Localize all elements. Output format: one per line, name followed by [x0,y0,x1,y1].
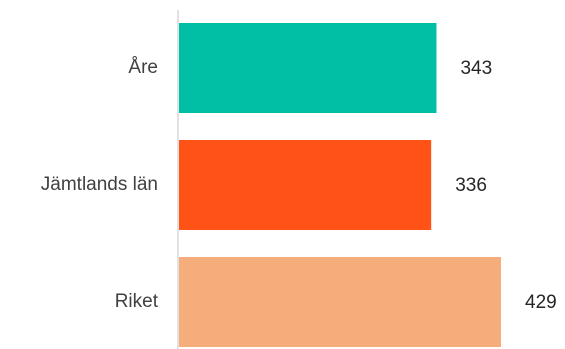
category-labels: Åre Jämtlands län Riket [41,57,159,312]
category-label: Åre [128,57,158,78]
category-label: Riket [115,291,159,312]
bar-group [179,23,501,347]
value-label: 336 [455,175,487,196]
bar [179,140,431,230]
value-label: 429 [525,292,557,313]
category-label: Jämtlands län [41,174,158,195]
value-label: 343 [460,58,492,79]
bar [179,23,436,113]
bar [179,257,501,347]
